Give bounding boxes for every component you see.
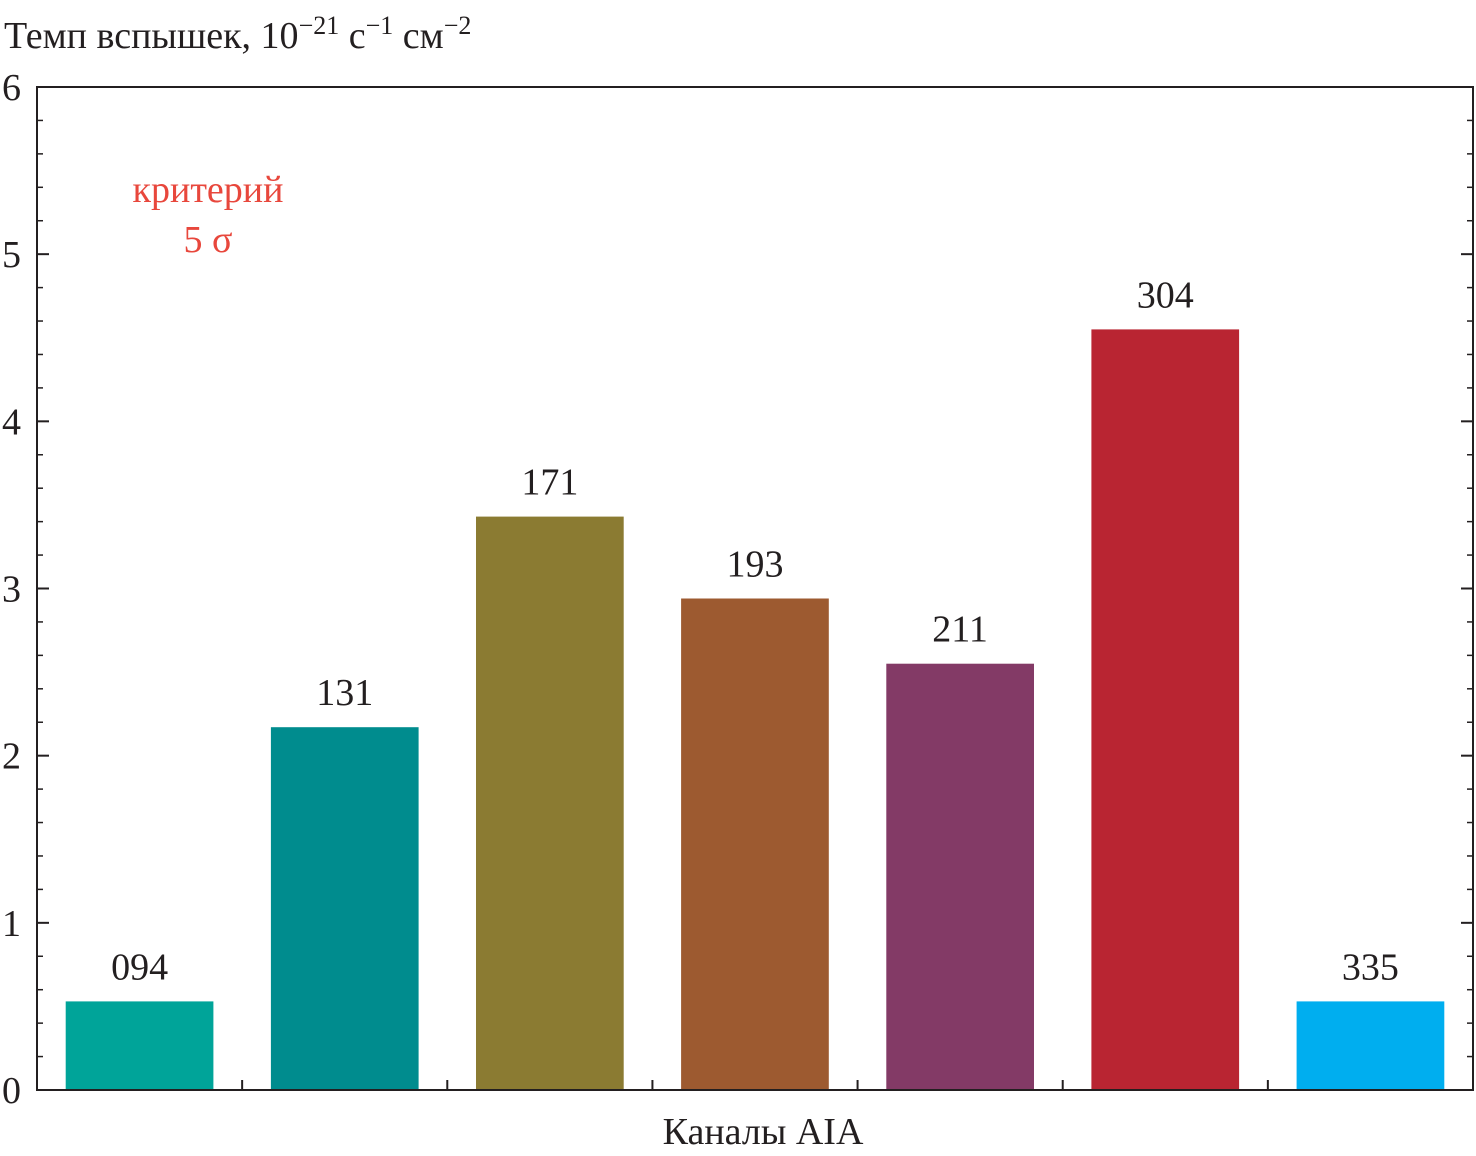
y-tick-label-2: 2 bbox=[2, 736, 21, 778]
y-axis-title-exp3: −2 bbox=[444, 11, 472, 40]
y-axis-title: Темп вспышек, 10−21 с−1 см−2 bbox=[4, 11, 471, 57]
bars-layer: 094 131 171 193 211 304 335 bbox=[65, 274, 1445, 1090]
y-tick-label-5: 5 bbox=[2, 234, 21, 276]
bar-label-171: 171 bbox=[521, 462, 578, 504]
bar-335 bbox=[1296, 1001, 1445, 1090]
y-axis-title-base: Темп вспышек, 10 bbox=[4, 15, 299, 57]
y-axis-title-mid1: с bbox=[339, 15, 365, 57]
ticks-layer: 0 1 2 3 4 5 6 bbox=[2, 67, 1473, 1112]
y-tick-label-0: 0 bbox=[2, 1070, 21, 1112]
bar-label-335: 335 bbox=[1342, 946, 1399, 988]
plot-frame bbox=[36, 86, 1474, 1091]
y-tick-label-4: 4 bbox=[2, 401, 21, 443]
bar-label-094: 094 bbox=[111, 946, 168, 988]
y-tick-label-3: 3 bbox=[2, 569, 21, 611]
bar-304 bbox=[1091, 329, 1240, 1090]
bar-171 bbox=[476, 516, 624, 1090]
x-axis-title: Каналы AIA bbox=[663, 1111, 864, 1153]
annotation-criterion: критерий bbox=[133, 169, 284, 211]
y-axis-title-exp1: −21 bbox=[299, 11, 340, 40]
bar-131 bbox=[270, 727, 419, 1090]
y-tick-label-6: 6 bbox=[2, 67, 21, 109]
bar-label-131: 131 bbox=[316, 672, 373, 714]
annotation-sigma: 5 σ bbox=[184, 219, 233, 261]
y-axis-title-mid2: см bbox=[393, 15, 443, 57]
y-axis-title-exp2: −1 bbox=[366, 11, 394, 40]
bar-label-304: 304 bbox=[1137, 274, 1194, 316]
bar-193 bbox=[681, 598, 829, 1090]
bar-label-193: 193 bbox=[727, 544, 784, 586]
y-tick-label-1: 1 bbox=[2, 903, 21, 945]
bar-094 bbox=[65, 1001, 214, 1090]
bar-label-211: 211 bbox=[932, 609, 988, 651]
bar-211 bbox=[886, 663, 1034, 1090]
